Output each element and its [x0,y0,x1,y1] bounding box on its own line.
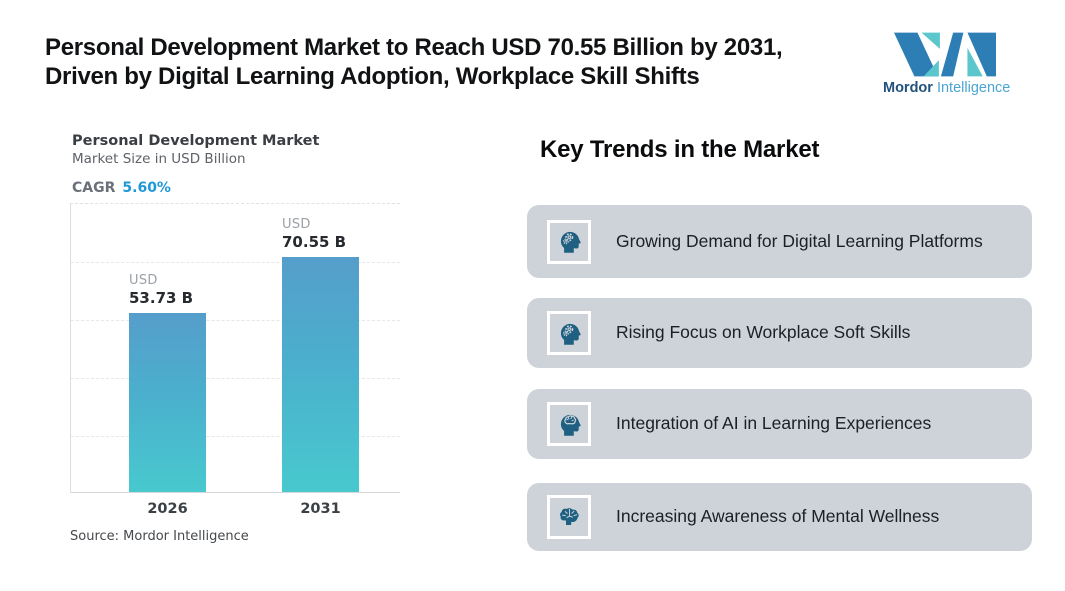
bar-group-2031: USD 70.55 B [282,204,359,492]
trend-card-digital-learning: Growing Demand for Digital Learning Plat… [527,205,1032,278]
icon-tile [547,402,591,446]
head-gears-icon [560,231,581,253]
brain-icon [559,507,579,525]
page-title-line2: Driven by Digital Learning Adoption, Wor… [45,63,700,90]
icon-tile [547,495,591,539]
bar-2031 [282,257,359,492]
bar-value: 53.73 B [129,289,194,307]
brand-name-bold: Mordor [883,80,933,96]
icon-tile [547,311,591,355]
mi-logo-mark [894,32,996,77]
page-title-line1: Personal Development Market to Reach USD… [45,34,783,61]
chart-subtitle: Market Size in USD Billion [72,151,246,167]
x-axis-label-2031: 2031 [300,501,341,517]
cagr-label: CAGR [72,180,116,196]
gridline [71,320,400,321]
bar-currency: USD [282,217,311,232]
gridline [71,378,400,379]
chart-header: Personal Development Market Market Size … [72,133,319,196]
icon-tile [547,219,591,264]
bar-value-label: USD 70.55 B [282,217,346,251]
trend-card-soft-skills: Rising Focus on Workplace Soft Skills [527,298,1032,368]
chart-title: Personal Development Market [72,133,320,149]
head-brain-icon [560,414,581,436]
chart-source: Source: Mordor Intelligence [70,529,249,544]
trend-card-mental-wellness: Increasing Awareness of Mental Wellness [527,483,1032,551]
brand-name: Mordor Intelligence [883,80,1011,96]
trend-text: Rising Focus on Workplace Soft Skills [616,322,911,343]
head-gears-icon [560,323,581,345]
cagr-value: 5.60% [122,180,171,196]
page-title: Personal Development Market to Reach USD… [45,33,865,91]
trend-text: Integration of AI in Learning Experience… [616,413,932,434]
brand-logo: Mordor Intelligence [883,32,1011,96]
key-trends-heading: Key Trends in the Market [540,136,820,163]
trend-text: Growing Demand for Digital Learning Plat… [616,230,983,251]
brand-name-light: Intelligence [936,80,1011,96]
bar-group-2026: USD 53.73 B [129,204,206,492]
trend-text: Increasing Awareness of Mental Wellness [616,506,940,527]
cagr-row: CAGR 5.60% [72,180,319,196]
x-axis-label-2026: 2026 [147,501,188,517]
bar-2026 [129,313,206,492]
gridline [71,436,400,437]
bar-value: 70.55 B [282,233,347,251]
gridline [71,262,400,263]
bar-currency: USD [129,273,158,288]
bar-value-label: USD 53.73 B [129,273,193,307]
bar-chart-plot: USD 53.73 B USD 70.55 B 2026 2031 [70,203,400,517]
trend-card-ai-learning: Integration of AI in Learning Experience… [527,389,1032,459]
